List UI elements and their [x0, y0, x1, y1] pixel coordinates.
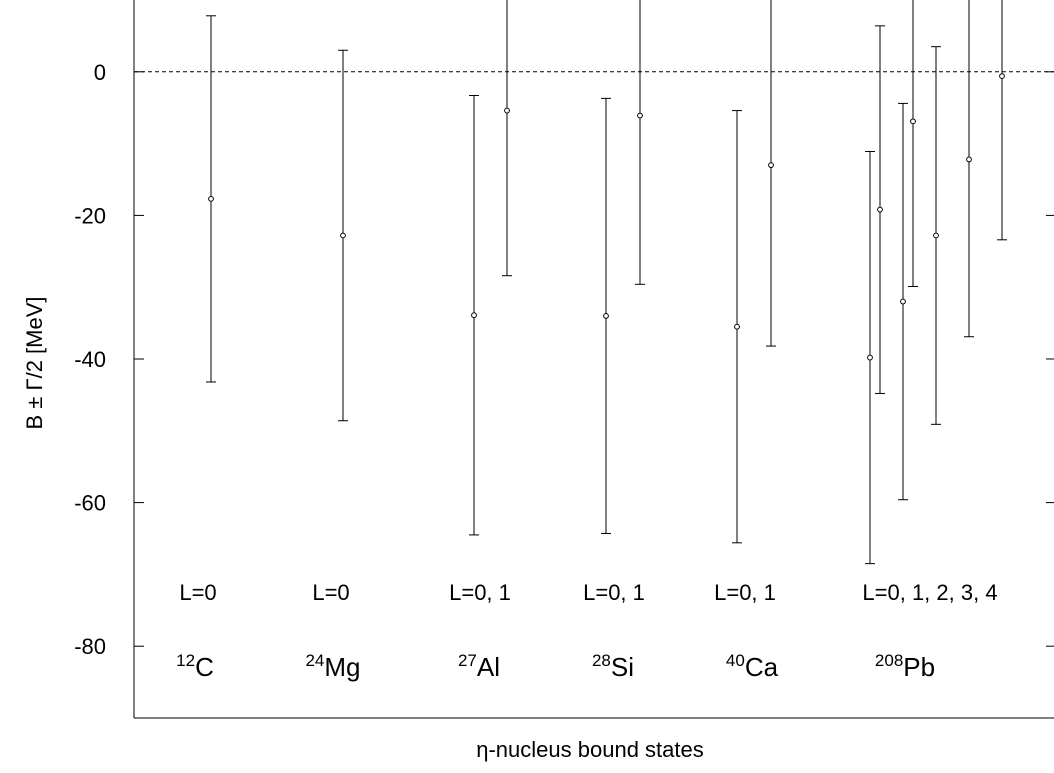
- y-tick-label: -80: [74, 634, 106, 659]
- mass-number: 27: [458, 651, 477, 670]
- nucleus-label: 28Si: [592, 651, 634, 682]
- data-point: [933, 232, 939, 239]
- l-value-label: L=0, 1: [449, 580, 511, 605]
- mass-number: 208: [875, 651, 903, 670]
- element-symbol: Mg: [324, 652, 360, 682]
- data-point: [910, 118, 916, 125]
- mass-number: 12: [176, 651, 195, 670]
- element-symbol: Pb: [903, 652, 935, 682]
- l-value-label: L=0, 1, 2, 3, 4: [862, 580, 997, 605]
- data-point: [340, 232, 346, 239]
- y-tick-label: 0: [94, 60, 106, 85]
- l-value-label: L=0: [179, 580, 216, 605]
- nucleus-label: 208Pb: [875, 651, 935, 682]
- data-point: [734, 323, 740, 330]
- element-symbol: Ca: [745, 652, 779, 682]
- nucleus-label: 27Al: [458, 651, 500, 682]
- annotations: L=0 12C L=0 24Mg L=0, 1 27Al L=0, 1 28Si L=0, 1 4…: [176, 580, 997, 682]
- plot-axes: 0 -20 -40 -60 -80: [74, 0, 1054, 719]
- nucleus-label: 40Ca: [726, 651, 779, 682]
- element-symbol: C: [195, 652, 214, 682]
- mass-number: 40: [726, 651, 745, 670]
- y-axis-label: B ± Γ/2 [MeV]: [22, 296, 47, 429]
- element-symbol: Si: [611, 652, 634, 682]
- data-point: [504, 107, 510, 114]
- y-tick-label: -60: [74, 491, 106, 516]
- data-point: [999, 73, 1005, 80]
- data-point: [966, 156, 972, 163]
- mass-number: 24: [305, 651, 324, 670]
- data-point: [603, 313, 609, 319]
- mass-number: 28: [592, 651, 611, 670]
- data-point: [208, 195, 214, 202]
- data-point: [877, 206, 883, 213]
- data-marks: [206, 0, 1007, 565]
- l-value-label: L=0: [312, 580, 349, 605]
- data-point: [471, 312, 477, 319]
- nucleus-label: 24Mg: [305, 651, 360, 682]
- y-tick-label: -40: [74, 347, 106, 372]
- data-point: [637, 112, 643, 119]
- x-axis-label: η-nucleus bound states: [476, 737, 704, 762]
- l-value-label: L=0, 1: [583, 580, 645, 605]
- data-point: [900, 298, 906, 305]
- data-point: [768, 162, 774, 169]
- y-tick-label: -20: [74, 203, 106, 228]
- data-point: [867, 354, 873, 361]
- l-value-label: L=0, 1: [714, 580, 776, 605]
- element-symbol: Al: [477, 652, 500, 682]
- nucleus-label: 12C: [176, 651, 214, 682]
